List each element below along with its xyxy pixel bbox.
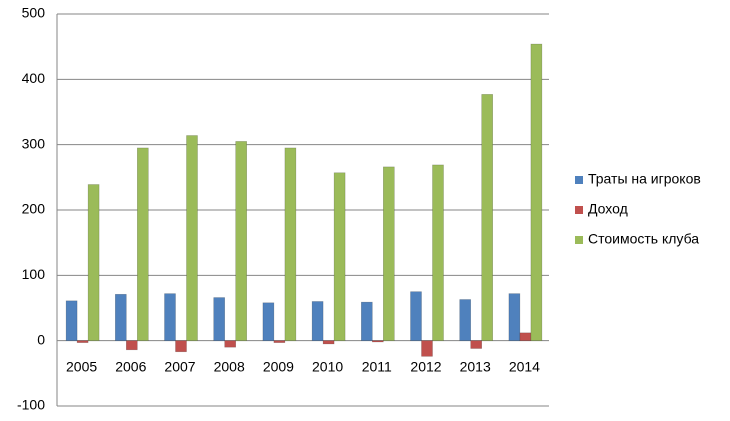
y-tick-label: 100 (22, 266, 46, 282)
bar (470, 340, 483, 349)
bar (175, 340, 187, 353)
bar (371, 340, 384, 343)
x-tick-label: 2010 (312, 358, 343, 374)
bar (87, 184, 100, 341)
bar (213, 297, 225, 341)
y-tick-label: 0 (37, 331, 45, 347)
bar (65, 300, 78, 341)
y-tick-label: -100 (17, 397, 45, 413)
y-tick-label: 400 (22, 70, 46, 86)
bar (235, 141, 247, 341)
x-tick-label: 2012 (410, 358, 441, 374)
x-tick-label: 2006 (115, 358, 146, 374)
bar (186, 135, 198, 341)
x-tick-label: 2014 (509, 358, 540, 374)
x-tick-label: 2013 (460, 358, 491, 374)
bar (76, 340, 89, 343)
bar (333, 172, 346, 341)
x-tick-label: 2011 (362, 358, 392, 374)
legend-swatch (575, 236, 583, 244)
y-tick-label: 500 (22, 5, 46, 21)
bar (508, 293, 521, 341)
bar (273, 340, 286, 343)
y-tick-label: 300 (22, 135, 46, 151)
bar (224, 340, 236, 348)
bar (530, 43, 543, 341)
x-tick-label: 2008 (214, 358, 245, 374)
y-tick-label: 200 (22, 201, 46, 217)
legend-swatch (575, 176, 583, 184)
bar (137, 147, 149, 341)
x-tick-label: 2007 (164, 358, 195, 374)
x-tick-label: 2005 (66, 358, 97, 374)
bar (421, 340, 433, 357)
bar (164, 293, 176, 341)
bar (519, 332, 532, 341)
bar (459, 299, 472, 341)
bar (284, 147, 297, 341)
bar (432, 164, 444, 341)
bar (382, 166, 395, 341)
legend-label: Траты на игроков (588, 171, 701, 187)
legend-swatch (575, 206, 583, 214)
legend-label: Стоимость клуба (588, 231, 699, 247)
bar (322, 340, 335, 345)
bar (262, 302, 275, 341)
x-tick-label: 2009 (263, 358, 294, 374)
bar (360, 301, 373, 341)
bar (311, 301, 324, 341)
legend-label: Доход (588, 201, 628, 217)
bar (126, 340, 138, 351)
bar (410, 291, 422, 341)
bar (481, 94, 494, 341)
bar (115, 293, 127, 341)
